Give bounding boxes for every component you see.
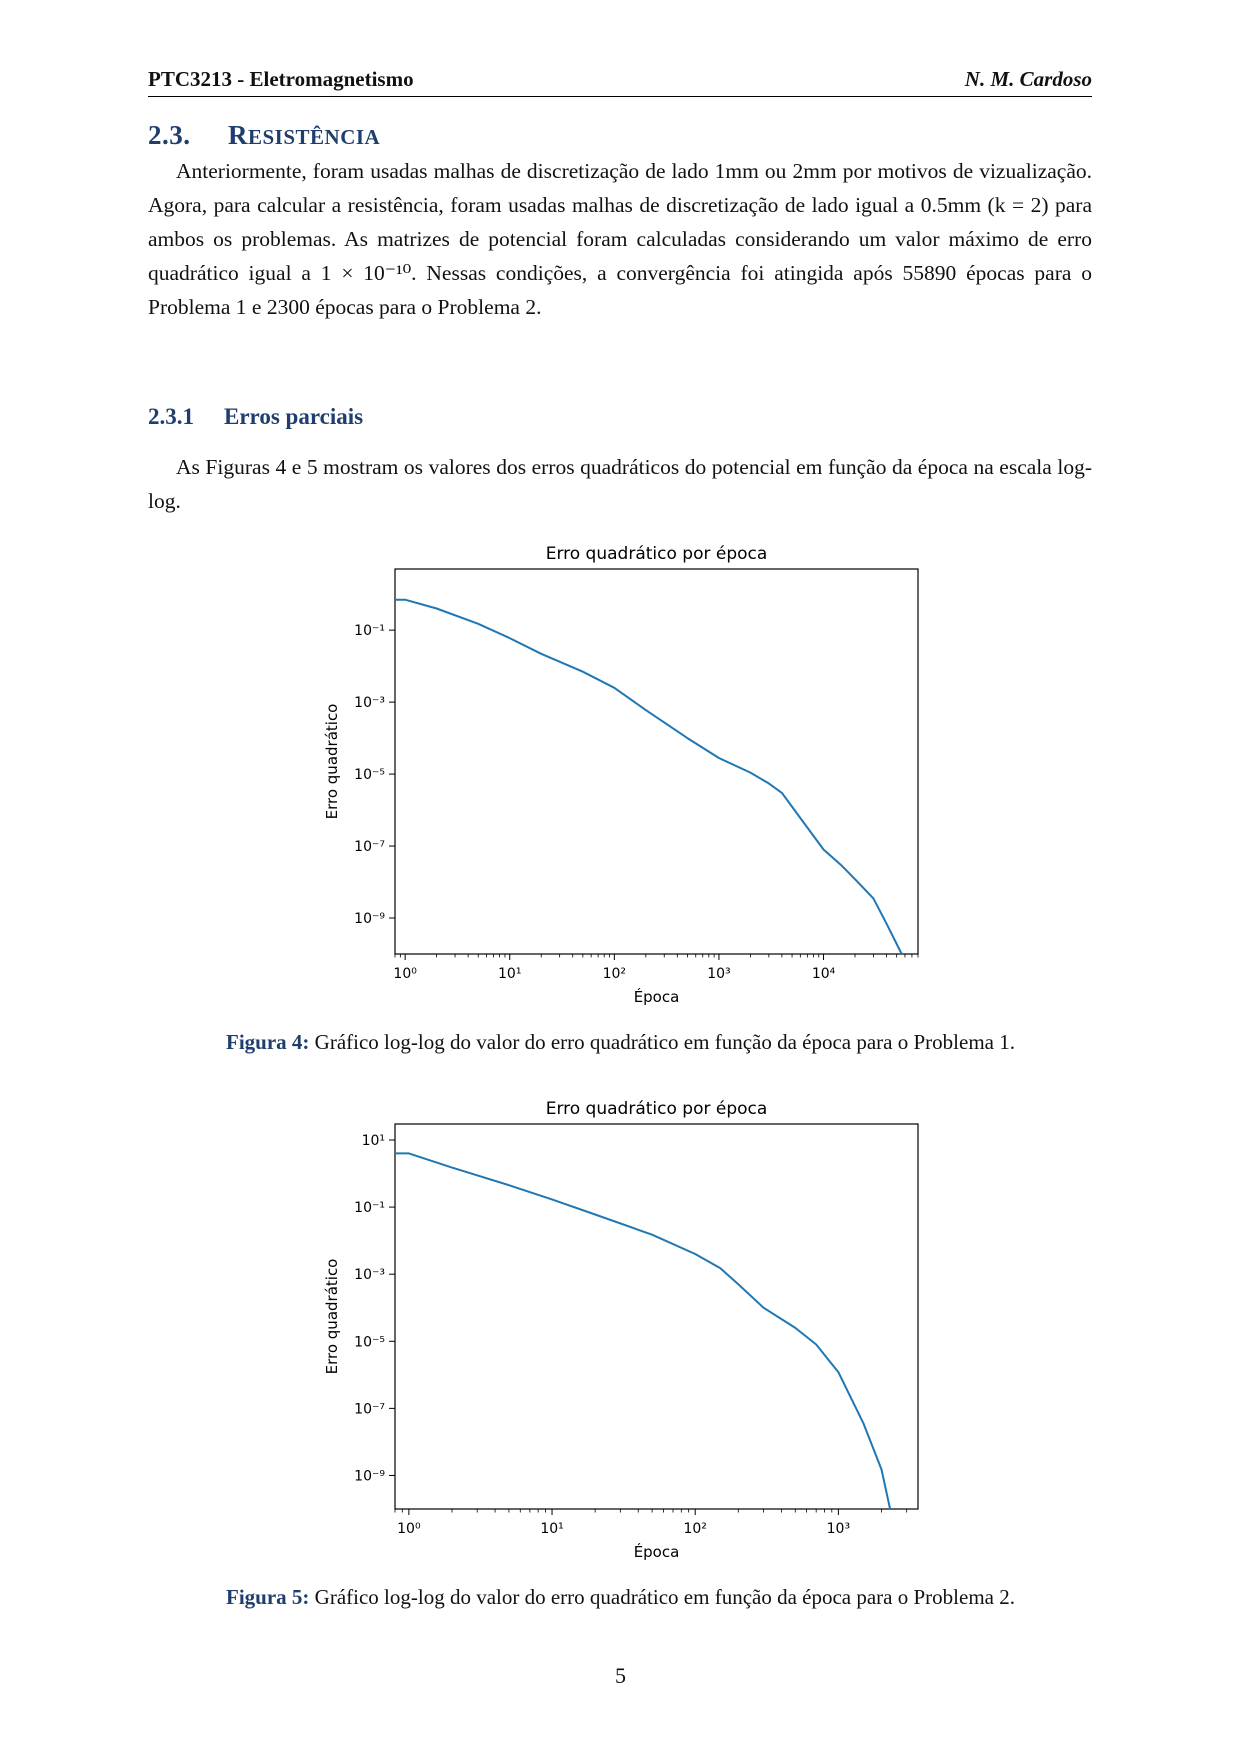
y-tick-label: 10⁻³ bbox=[354, 695, 385, 711]
figure-4-label: Figura 4: bbox=[226, 1030, 310, 1054]
x-axis-label: Época bbox=[634, 987, 680, 1006]
y-axis-label: Erro quadrático bbox=[323, 1259, 341, 1375]
subsection-number: 2.3.1 bbox=[148, 404, 194, 429]
x-tick-label: 10² bbox=[603, 966, 626, 982]
y-axis-label: Erro quadrático bbox=[323, 704, 341, 820]
figure-5-label: Figura 5: bbox=[226, 1585, 310, 1609]
figure-5-chart: Erro quadrático por época 10⁰ 10¹ 10² 10³ 10⁻… bbox=[323, 1099, 919, 1561]
figure-4-caption: Figura 4: Gráfico log-log do valor do er… bbox=[0, 1030, 1241, 1055]
chart-title: Erro quadrático por época bbox=[546, 1099, 768, 1119]
x-tick-label: 10¹ bbox=[540, 1521, 563, 1537]
paragraph-figures-intro: As Figuras 4 e 5 mostram os valores dos … bbox=[148, 455, 1092, 513]
y-tick-label: 10⁻¹ bbox=[354, 623, 385, 639]
x-tick-label: 10³ bbox=[827, 1521, 850, 1537]
y-tick-label: 10⁻⁹ bbox=[354, 911, 385, 927]
page-header-wrap: PTC3213 - Eletromagnetismo N. M. Cardoso bbox=[148, 66, 1092, 97]
error-series-line bbox=[395, 1152, 892, 1510]
y-tick-label: 10⁻⁵ bbox=[354, 1334, 385, 1350]
course-title: PTC3213 - Eletromagnetismo bbox=[148, 67, 414, 91]
plot-frame bbox=[394, 1123, 919, 1510]
x-tick-label: 10² bbox=[683, 1521, 706, 1537]
figure-4-text: Gráfico log-log do valor do erro quadrát… bbox=[314, 1030, 1015, 1054]
section-heading: 2.3. RESISTÊNCIA bbox=[148, 120, 380, 151]
y-tick-label: 10¹ bbox=[362, 1133, 385, 1149]
page-header: PTC3213 - Eletromagnetismo N. M. Cardoso bbox=[148, 66, 1092, 97]
y-tick-label: 10⁻⁷ bbox=[354, 839, 385, 855]
section-number: 2.3. bbox=[148, 120, 191, 150]
chart-title: Erro quadrático por época bbox=[546, 544, 768, 564]
figure-4-chart: Erro quadrático por época 10⁰ 10¹ 10² 10³ 10⁴… bbox=[323, 544, 919, 1006]
figure-5-caption: Figura 5: Gráfico log-log do valor do er… bbox=[0, 1585, 1241, 1610]
x-tick-label: 10¹ bbox=[498, 966, 521, 982]
y-tick-label: 10⁻¹ bbox=[354, 1200, 385, 1216]
y-tick-label: 10⁻⁹ bbox=[354, 1468, 385, 1484]
y-tick-label: 10⁻³ bbox=[354, 1267, 385, 1283]
section-title-rest: ESISTÊNCIA bbox=[248, 125, 381, 149]
page-number: 5 bbox=[615, 1663, 626, 1688]
x-tick-label: 10³ bbox=[707, 966, 730, 982]
plot-frame bbox=[394, 568, 919, 955]
y-tick-label: 10⁻⁵ bbox=[354, 767, 385, 783]
x-tick-label: 10⁰ bbox=[393, 966, 417, 982]
x-tick-label: 10⁰ bbox=[397, 1521, 421, 1537]
figure-5-text: Gráfico log-log do valor do erro quadrát… bbox=[314, 1585, 1015, 1609]
x-axis-label: Época bbox=[634, 1542, 680, 1561]
subsection-heading: 2.3.1 Erros parciais bbox=[148, 404, 363, 430]
y-tick-label: 10⁻⁷ bbox=[354, 1401, 385, 1417]
section-title-first: R bbox=[228, 120, 248, 150]
paragraph-resistance: Anteriormente, foram usadas malhas de di… bbox=[148, 159, 1092, 319]
error-series-line bbox=[395, 598, 903, 955]
x-tick-label: 10⁴ bbox=[812, 966, 836, 982]
subsection-title: Erros parciais bbox=[224, 404, 364, 429]
author-name: N. M. Cardoso bbox=[964, 67, 1092, 91]
